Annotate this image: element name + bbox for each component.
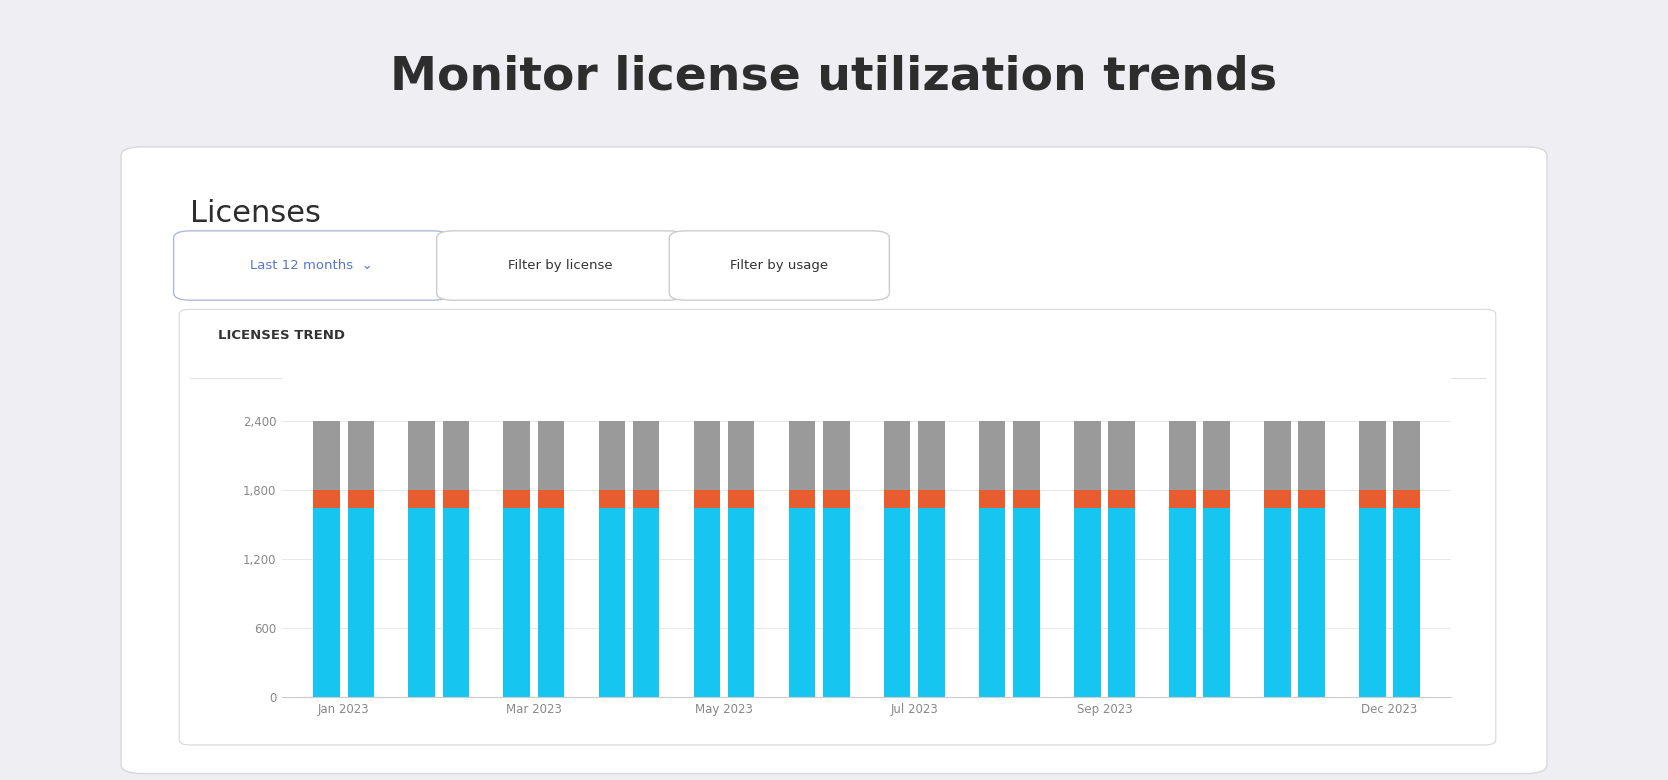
FancyBboxPatch shape [122,147,1546,774]
FancyBboxPatch shape [178,310,1496,745]
Bar [727,421,754,491]
Text: LICENSES TREND: LICENSES TREND [219,329,345,342]
Bar [727,491,754,508]
Bar [1359,491,1386,508]
Bar [1074,508,1101,697]
Text: Last 12 months  ⌄: Last 12 months ⌄ [250,259,372,272]
Bar [884,508,911,697]
Bar [822,491,849,508]
Bar [632,508,659,697]
Text: Filter by usage: Filter by usage [731,259,829,272]
Bar [1108,421,1134,491]
Bar [917,491,944,508]
Bar [347,491,374,508]
Bar [1012,421,1039,491]
Bar [789,421,816,491]
Bar [409,508,435,697]
Bar [1203,491,1229,508]
Bar [1074,491,1101,508]
Bar [1012,508,1039,697]
Bar [1298,421,1324,491]
FancyBboxPatch shape [173,231,449,300]
Bar [1393,491,1419,508]
Bar [789,491,816,508]
Bar [599,421,626,491]
Bar [1264,508,1291,697]
Bar [1264,421,1291,491]
Bar [537,491,564,508]
Bar [504,421,530,491]
FancyBboxPatch shape [437,231,684,300]
Bar [409,491,435,508]
Bar [1169,421,1196,491]
Bar [1298,508,1324,697]
Bar [1359,421,1386,491]
Bar [979,508,1006,697]
Bar [537,508,564,697]
Bar [442,421,469,491]
Bar [314,508,340,697]
Bar [1264,491,1291,508]
Bar [1169,491,1196,508]
Bar [884,421,911,491]
Bar [1108,508,1134,697]
Bar [1108,491,1134,508]
Bar [1359,508,1386,697]
Bar [979,491,1006,508]
Bar [314,491,340,508]
Bar [537,421,564,491]
Bar [347,421,374,491]
Text: Filter by license: Filter by license [509,259,612,272]
Bar [694,421,721,491]
Bar [504,508,530,697]
Bar [822,421,849,491]
Bar [599,508,626,697]
Bar [1012,491,1039,508]
Bar [884,491,911,508]
Bar [1203,508,1229,697]
Bar [1298,491,1324,508]
Bar [314,421,340,491]
Bar [632,421,659,491]
Bar [347,508,374,697]
Bar [789,508,816,697]
Bar [917,508,944,697]
Bar [1169,508,1196,697]
Bar [727,508,754,697]
Bar [409,421,435,491]
Bar [1074,421,1101,491]
Bar [822,508,849,697]
Text: Monitor license utilization trends: Monitor license utilization trends [390,55,1278,100]
Bar [632,491,659,508]
Bar [917,421,944,491]
Bar [694,491,721,508]
Bar [504,491,530,508]
Bar [1393,508,1419,697]
Bar [442,491,469,508]
Bar [694,508,721,697]
Bar [1393,421,1419,491]
FancyBboxPatch shape [669,231,889,300]
Bar [1203,421,1229,491]
Text: Licenses: Licenses [190,199,322,228]
Bar [599,491,626,508]
Bar [442,508,469,697]
Bar [979,421,1006,491]
